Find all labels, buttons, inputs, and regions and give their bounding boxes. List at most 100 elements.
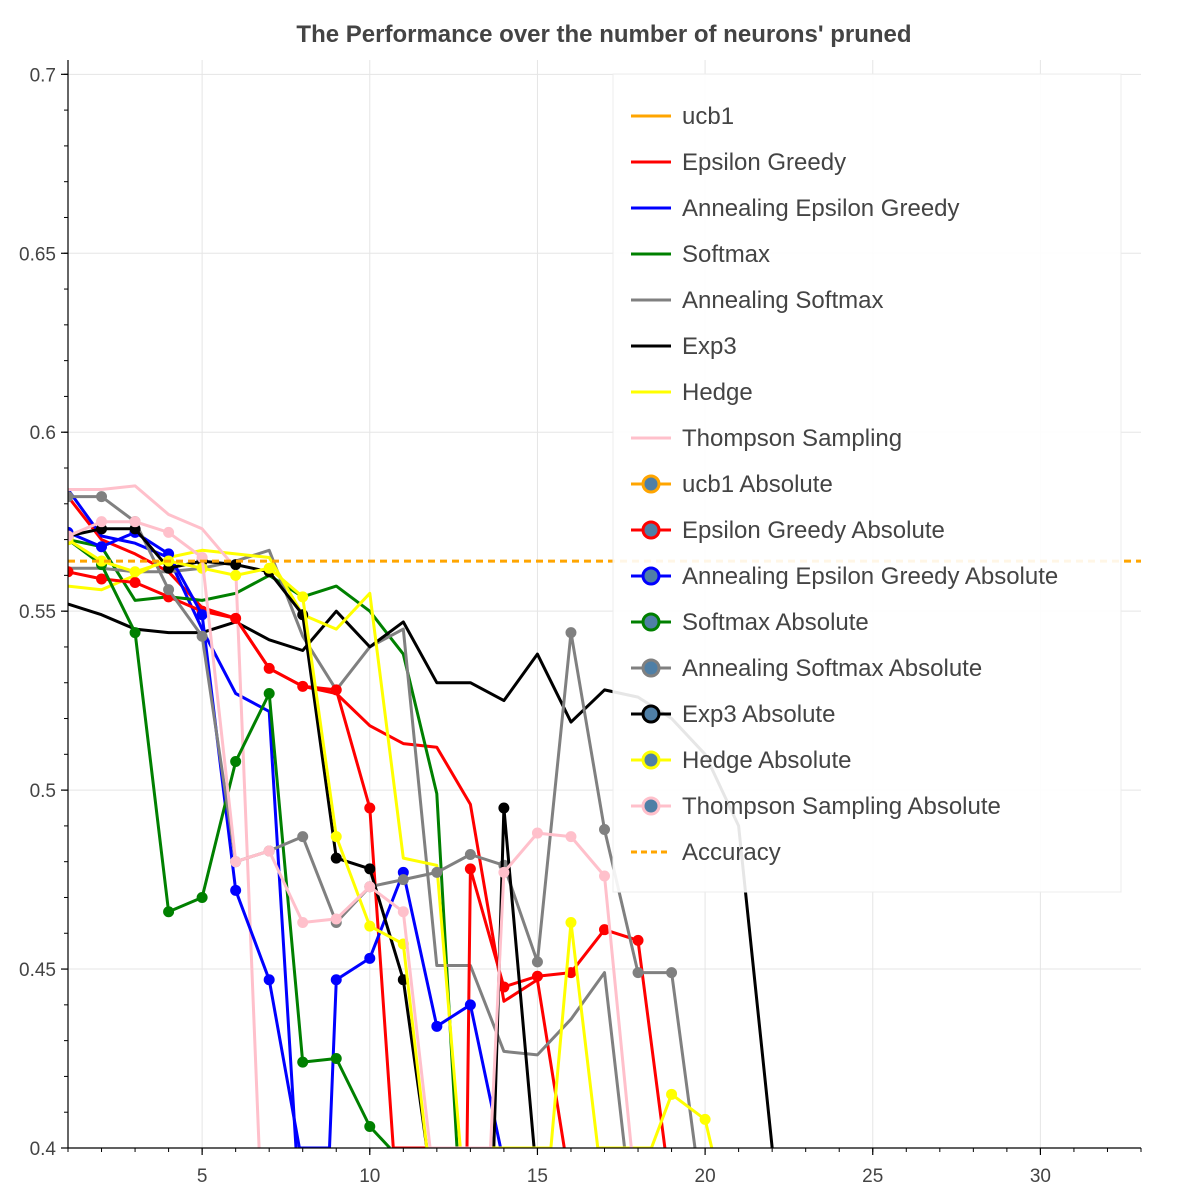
series-point-annealing-softmax-absolute xyxy=(632,967,644,979)
legend-label-annealing-epsilon-greedy: Annealing Epsilon Greedy xyxy=(682,195,960,222)
series-point-thompson-sampling-absolute xyxy=(263,845,275,857)
legend-marker-epsilon-greedy-absolute xyxy=(641,520,661,540)
x-tick-label: 15 xyxy=(527,1166,548,1187)
legend-label-hedge-absolute: Hedge Absolute xyxy=(682,747,851,774)
series-point-annealing-softmax-absolute xyxy=(531,956,543,968)
series-point-hedge-absolute xyxy=(330,831,342,843)
series-point-thompson-sampling-absolute xyxy=(364,881,376,893)
series-point-thompson-sampling-absolute xyxy=(129,516,141,528)
legend-label-exp3-absolute: Exp3 Absolute xyxy=(682,701,835,728)
series-point-annealing-epsilon-greedy-absolute xyxy=(230,884,242,896)
legend-label-ucb1-absolute: ucb1 Absolute xyxy=(682,471,833,498)
series-point-epsilon-greedy-absolute xyxy=(498,981,510,993)
series-point-thompson-sampling-absolute xyxy=(68,530,74,542)
series-line-annealing-softmax xyxy=(68,548,627,1148)
series-point-epsilon-greedy-absolute xyxy=(96,573,108,585)
y-tick-label: 0.45 xyxy=(19,960,56,981)
series-point-annealing-softmax-absolute xyxy=(464,849,476,861)
legend-label-accuracy: Accuracy xyxy=(682,839,781,866)
series-point-annealing-softmax-absolute xyxy=(565,627,577,639)
axes: 5 10 15 20 25 30 0.4 0.45 0.5 0.55 0.6 0.65 0.7 xyxy=(19,60,1142,1187)
series-point-thompson-sampling-absolute xyxy=(297,917,309,929)
series-point-exp3-absolute xyxy=(330,852,342,864)
x-tick-label: 30 xyxy=(1030,1166,1051,1187)
series-point-softmax-absolute xyxy=(196,891,208,903)
legend-box xyxy=(612,73,1122,893)
y-tick-label: 0.65 xyxy=(19,244,56,265)
series-point-annealing-softmax-absolute xyxy=(666,967,678,979)
series-point-hedge-absolute xyxy=(699,1113,711,1125)
series-point-epsilon-greedy-absolute xyxy=(263,662,275,674)
series-point-softmax-absolute xyxy=(230,755,242,767)
legend-label-softmax: Softmax xyxy=(682,241,770,268)
series-point-annealing-epsilon-greedy-absolute xyxy=(364,952,376,964)
series-point-epsilon-greedy-absolute xyxy=(330,684,342,696)
series-point-hedge-absolute xyxy=(230,569,242,581)
series-point-annealing-softmax-absolute xyxy=(96,491,108,503)
series-point-hedge-absolute xyxy=(297,591,309,603)
series-point-thompson-sampling-absolute xyxy=(330,913,342,925)
series-line-thompson-sampling-absolute xyxy=(68,520,633,1148)
series-point-softmax-absolute xyxy=(263,687,275,699)
series-point-epsilon-greedy-absolute xyxy=(230,612,242,624)
legend-label-thompson-sampling-absolute: Thompson Sampling Absolute xyxy=(682,793,1001,820)
legend-label-epsilon-greedy: Epsilon Greedy xyxy=(682,149,846,176)
series-point-thompson-sampling-absolute xyxy=(163,526,175,538)
legend-label-annealing-softmax: Annealing Softmax xyxy=(682,287,883,314)
series-point-softmax-absolute xyxy=(364,1121,376,1133)
x-tick-label: 20 xyxy=(695,1166,716,1187)
legend: ucb1 Epsilon Greedy Annealing Epsilon Gree… xyxy=(612,73,1122,893)
series-point-thompson-sampling-absolute xyxy=(498,866,510,878)
series-point-thompson-sampling-absolute xyxy=(397,906,409,918)
series-point-thompson-sampling-absolute xyxy=(96,516,108,528)
series-point-softmax-absolute xyxy=(163,906,175,918)
series-point-annealing-epsilon-greedy-absolute xyxy=(431,1020,443,1032)
series-point-annealing-softmax-absolute xyxy=(599,823,610,835)
series-point-epsilon-greedy-absolute xyxy=(464,863,476,875)
series-point-epsilon-greedy-absolute xyxy=(297,680,309,692)
series-point-epsilon-greedy-absolute xyxy=(68,566,74,578)
series-line-annealing-epsilon-greedy-absolute xyxy=(68,530,503,1148)
series-point-annealing-epsilon-greedy-absolute xyxy=(330,974,342,986)
series-point-thompson-sampling-absolute xyxy=(531,827,543,839)
legend-label-softmax-absolute: Softmax Absolute xyxy=(682,609,869,636)
series-point-annealing-softmax-absolute xyxy=(297,831,309,843)
chart-title: The Performance over the number of neuro… xyxy=(296,21,911,48)
series-point-epsilon-greedy-absolute xyxy=(632,934,644,946)
series-point-softmax-absolute xyxy=(297,1056,309,1068)
series-point-annealing-epsilon-greedy-absolute xyxy=(196,609,208,621)
series-point-hedge-absolute xyxy=(263,562,275,574)
legend-marker-hedge-absolute xyxy=(641,750,661,770)
legend-marker-annealing-softmax-absolute xyxy=(641,658,661,678)
legend-marker-softmax-absolute xyxy=(641,612,661,632)
series-point-annealing-softmax-absolute xyxy=(397,874,409,886)
series-point-annealing-epsilon-greedy-absolute xyxy=(263,974,275,986)
legend-label-annealing-epsilon-greedy-absolute: Annealing Epsilon Greedy Absolute xyxy=(682,563,1058,590)
series-line-annealing-epsilon-greedy xyxy=(68,488,298,1148)
legend-marker-annealing-epsilon-greedy-absolute xyxy=(641,566,661,586)
series-point-hedge-absolute xyxy=(565,917,577,929)
series-point-annealing-epsilon-greedy-absolute xyxy=(96,541,108,553)
series-point-annealing-epsilon-greedy-absolute xyxy=(464,999,476,1011)
y-tick-label: 0.55 xyxy=(19,602,56,623)
series-line-annealing-softmax-absolute xyxy=(68,495,697,1148)
series-point-epsilon-greedy-absolute xyxy=(364,802,376,814)
y-tick-label: 0.5 xyxy=(30,781,56,802)
x-tick-label: 5 xyxy=(197,1166,208,1187)
series-point-thompson-sampling-absolute xyxy=(565,831,577,843)
legend-label-thompson-sampling: Thompson Sampling xyxy=(682,425,902,452)
series-point-annealing-softmax-absolute xyxy=(196,630,208,642)
series-point-annealing-softmax-absolute xyxy=(163,584,175,596)
series-point-thompson-sampling-absolute xyxy=(230,856,242,868)
legend-marker-thompson-sampling-absolute xyxy=(641,796,661,816)
series-point-epsilon-greedy-absolute xyxy=(129,577,141,589)
series-line-epsilon-greedy xyxy=(68,495,566,1148)
series-point-exp3-absolute xyxy=(498,802,510,814)
series-point-softmax-absolute xyxy=(330,1053,342,1065)
series-point-thompson-sampling-absolute xyxy=(599,870,610,882)
legend-label-epsilon-greedy-absolute: Epsilon Greedy Absolute xyxy=(682,517,945,544)
legend-label-annealing-softmax-absolute: Annealing Softmax Absolute xyxy=(682,655,982,682)
y-tick-label: 0.6 xyxy=(30,423,56,444)
series-point-annealing-softmax-absolute xyxy=(68,491,74,503)
